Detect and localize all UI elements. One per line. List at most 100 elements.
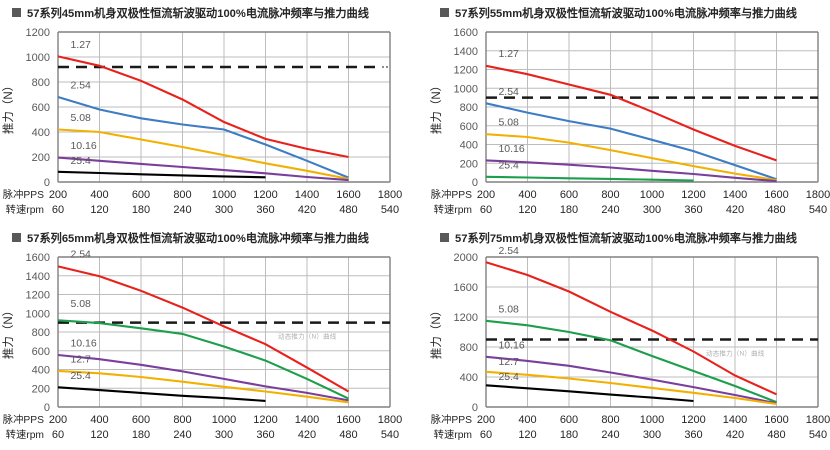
svg-text:1200: 1200 — [681, 189, 705, 201]
svg-text:脉冲PPS: 脉冲PPS — [431, 413, 472, 426]
svg-text:动态推力（N）曲线: 动态推力（N）曲线 — [278, 332, 337, 341]
svg-text:600: 600 — [32, 102, 50, 114]
svg-text:12.7: 12.7 — [498, 356, 519, 368]
svg-text:600: 600 — [132, 414, 150, 426]
svg-text:脉冲PPS: 脉冲PPS — [3, 413, 44, 426]
svg-text:200: 200 — [32, 383, 50, 395]
svg-text:转速rpm: 转速rpm — [434, 203, 472, 216]
svg-text:480: 480 — [339, 204, 357, 216]
svg-text:800: 800 — [601, 414, 619, 426]
svg-text:1800: 1800 — [378, 189, 402, 201]
svg-text:1000: 1000 — [26, 308, 50, 320]
svg-text:420: 420 — [298, 429, 316, 441]
svg-text:1600: 1600 — [764, 414, 788, 426]
svg-text:400: 400 — [32, 127, 50, 139]
svg-text:1800: 1800 — [378, 414, 402, 426]
svg-text:1200: 1200 — [253, 189, 277, 201]
svg-text:2.54: 2.54 — [70, 79, 91, 91]
svg-text:240: 240 — [173, 204, 191, 216]
svg-text:800: 800 — [173, 189, 191, 201]
svg-text:800: 800 — [601, 189, 619, 201]
svg-text:57系列45mm机身双极性恒流斩波驱动100%电流脉冲频率与: 57系列45mm机身双极性恒流斩波驱动100%电流脉冲频率与推力曲线 — [27, 6, 370, 20]
svg-text:2.54: 2.54 — [498, 86, 519, 98]
svg-text:动态推力（N）曲线: 动态推力（N）曲线 — [706, 349, 765, 358]
svg-text:200: 200 — [32, 152, 50, 164]
svg-text:360: 360 — [684, 204, 702, 216]
svg-text:1600: 1600 — [454, 27, 478, 39]
svg-text:10.16: 10.16 — [70, 337, 96, 349]
svg-text:1800: 1800 — [806, 414, 830, 426]
svg-text:360: 360 — [684, 429, 702, 441]
svg-text:800: 800 — [32, 77, 50, 89]
svg-text:1200: 1200 — [681, 414, 705, 426]
svg-text:2000: 2000 — [454, 252, 478, 264]
svg-text:800: 800 — [173, 414, 191, 426]
svg-text:120: 120 — [518, 204, 536, 216]
svg-text:180: 180 — [132, 204, 150, 216]
svg-text:300: 300 — [215, 204, 233, 216]
svg-text:1400: 1400 — [723, 414, 747, 426]
svg-text:1.27: 1.27 — [70, 39, 91, 51]
svg-text:120: 120 — [518, 429, 536, 441]
svg-text:60: 60 — [480, 204, 492, 216]
svg-text:120: 120 — [90, 429, 108, 441]
svg-text:200: 200 — [49, 414, 67, 426]
svg-text:300: 300 — [643, 204, 661, 216]
svg-text:57系列75mm机身双极性恒流斩波驱动100%电流脉冲频率与: 57系列75mm机身双极性恒流斩波驱动100%电流脉冲频率与推力曲线 — [455, 231, 798, 245]
svg-text:300: 300 — [643, 429, 661, 441]
svg-text:600: 600 — [460, 121, 478, 133]
svg-text:转速rpm: 转速rpm — [434, 428, 472, 441]
svg-text:360: 360 — [256, 204, 274, 216]
svg-text:540: 540 — [381, 204, 399, 216]
svg-text:10.16: 10.16 — [70, 140, 96, 152]
svg-text:1000: 1000 — [454, 83, 478, 95]
svg-text:200: 200 — [477, 414, 495, 426]
svg-text:600: 600 — [32, 346, 50, 358]
svg-text:1600: 1600 — [764, 189, 788, 201]
svg-text:1400: 1400 — [723, 189, 747, 201]
svg-text:400: 400 — [460, 372, 478, 384]
svg-text:转速rpm: 转速rpm — [6, 203, 44, 216]
svg-text:25.4: 25.4 — [498, 159, 519, 171]
svg-text:5.08: 5.08 — [498, 117, 519, 129]
svg-text:240: 240 — [173, 429, 191, 441]
svg-text:5.08: 5.08 — [498, 303, 519, 315]
svg-text:400: 400 — [518, 189, 536, 201]
svg-text:400: 400 — [90, 414, 108, 426]
svg-text:1600: 1600 — [336, 414, 360, 426]
svg-text:120: 120 — [90, 204, 108, 216]
svg-text:1.27: 1.27 — [498, 48, 519, 60]
svg-text:1000: 1000 — [640, 189, 664, 201]
svg-text:0: 0 — [472, 402, 478, 414]
svg-text:脉冲PPS: 脉冲PPS — [431, 188, 472, 201]
svg-text:推力（N）: 推力（N） — [1, 80, 15, 134]
svg-text:360: 360 — [256, 429, 274, 441]
svg-text:1600: 1600 — [336, 189, 360, 201]
svg-text:1200: 1200 — [253, 414, 277, 426]
svg-text:200: 200 — [460, 158, 478, 170]
svg-text:420: 420 — [726, 204, 744, 216]
svg-text:60: 60 — [52, 429, 64, 441]
svg-text:600: 600 — [560, 189, 578, 201]
svg-text:200: 200 — [49, 189, 67, 201]
svg-text:5.08: 5.08 — [70, 112, 91, 124]
svg-text:10.16: 10.16 — [498, 339, 524, 351]
svg-text:1400: 1400 — [454, 46, 478, 58]
svg-text:推力（N）: 推力（N） — [1, 305, 15, 359]
svg-text:400: 400 — [518, 414, 536, 426]
svg-text:1400: 1400 — [295, 189, 319, 201]
svg-text:脉冲PPS: 脉冲PPS — [3, 188, 44, 201]
svg-text:60: 60 — [52, 204, 64, 216]
svg-text:540: 540 — [809, 204, 827, 216]
svg-text:1000: 1000 — [212, 189, 236, 201]
svg-text:420: 420 — [298, 204, 316, 216]
svg-text:1600: 1600 — [454, 282, 478, 294]
svg-text:0: 0 — [44, 402, 50, 414]
svg-text:180: 180 — [560, 204, 578, 216]
svg-text:600: 600 — [560, 414, 578, 426]
svg-text:300: 300 — [215, 429, 233, 441]
svg-text:12.7: 12.7 — [70, 353, 91, 365]
svg-text:180: 180 — [560, 429, 578, 441]
svg-text:600: 600 — [132, 189, 150, 201]
svg-text:1600: 1600 — [26, 252, 50, 264]
